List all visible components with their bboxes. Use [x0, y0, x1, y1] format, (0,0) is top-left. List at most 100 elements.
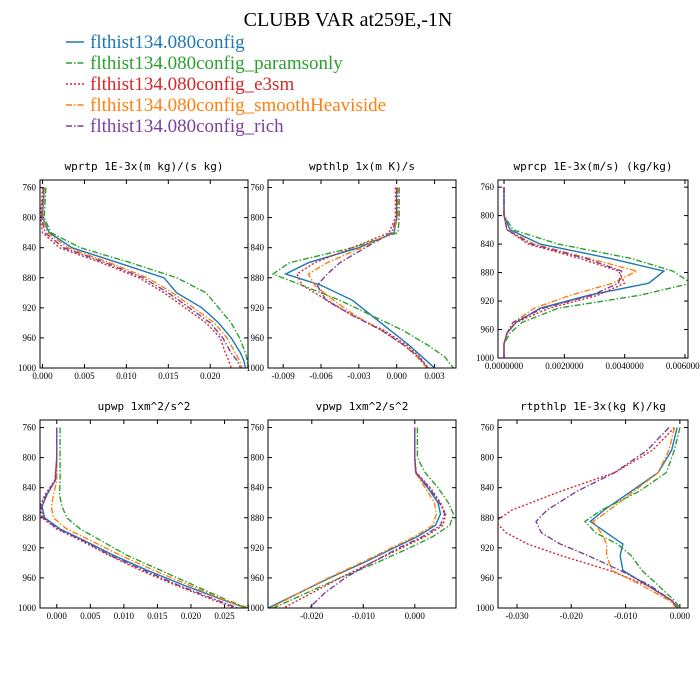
x-tick-label: 0.0060000: [666, 361, 700, 371]
y-tick-label: 840: [481, 483, 495, 493]
x-tick-label: 0.025: [214, 611, 235, 621]
y-tick-label: 920: [23, 543, 37, 553]
y-tick-label: 800: [251, 213, 265, 223]
series-line: [503, 187, 626, 358]
plot-frame: [497, 179, 689, 359]
series-line: [535, 427, 678, 608]
legend-entry: flthist134.080config_e3sm: [66, 74, 294, 95]
x-tick-label: -0.009: [272, 371, 296, 381]
y-tick-label: 840: [481, 239, 495, 249]
y-tick-label: 760: [23, 183, 37, 193]
panel: wprcp 1E-3x(m/s) (kg/kg) 760 800 840 880 920 9…: [476, 160, 700, 371]
y-tick-label: 800: [23, 453, 37, 463]
x-tick-label: 0.010: [114, 611, 135, 621]
legend: flthist134.080configflthist134.080config…: [66, 32, 386, 137]
y-tick-label: 880: [251, 513, 265, 523]
y-tick-label: 840: [251, 483, 265, 493]
panel-title: vpwp 1xm^2/s^2: [316, 400, 409, 413]
y-tick-label: 800: [481, 453, 495, 463]
y-tick-label: 1000: [18, 363, 37, 373]
y-tick-label: 840: [23, 483, 37, 493]
panel-title: wprtp 1E-3x(m kg)/(s kg): [65, 160, 224, 173]
y-tick-label: 760: [23, 423, 37, 433]
y-tick-label: 760: [481, 423, 495, 433]
y-tick-label: 1000: [246, 363, 265, 373]
series-line: [272, 427, 455, 608]
legend-label: flthist134.080config_paramsonly: [90, 53, 343, 74]
x-tick-label: 0.020: [181, 611, 202, 621]
y-tick-label: 1000: [18, 603, 37, 613]
y-tick-label: 960: [23, 573, 37, 583]
y-tick-label: 920: [481, 543, 495, 553]
y-tick-label: 960: [251, 573, 265, 583]
panel: vpwp 1xm^2/s^2 760 800 840 880 920 960 1000 -0.0…: [246, 400, 457, 621]
x-tick-label: -0.030: [505, 611, 529, 621]
y-tick-label: 880: [251, 273, 265, 283]
panel-title: rtpthlp 1E-3x(kg K)/kg: [520, 400, 666, 413]
panel-title: upwp 1xm^2/s^2: [98, 400, 191, 413]
x-tick-label: 0.020: [200, 371, 221, 381]
series-line: [283, 427, 447, 608]
plot-frame: [497, 419, 689, 609]
panel: upwp 1xm^2/s^2 760 800 840 880 920 960 1000 0.00…: [18, 400, 249, 621]
y-tick-label: 1000: [476, 603, 495, 613]
x-tick-label: 0.0040000: [606, 361, 645, 371]
series-line: [58, 427, 248, 608]
plot-frame: [267, 419, 457, 609]
panels: wprtp 1E-3x(m kg)/(s kg) 760 800 840 880 920 9…: [18, 160, 700, 621]
series-line: [270, 427, 438, 608]
series-line: [498, 427, 678, 608]
y-tick-label: 880: [481, 513, 495, 523]
y-tick-label: 880: [23, 513, 37, 523]
y-tick-label: 920: [251, 543, 265, 553]
x-tick-label: 0.010: [116, 371, 137, 381]
legend-label: flthist134.080config_rich: [90, 116, 284, 137]
series-line: [40, 187, 242, 368]
y-tick-label: 960: [481, 573, 495, 583]
panel-title: wprcp 1E-3x(m/s) (kg/kg): [514, 160, 673, 173]
plot-frame: [267, 179, 457, 369]
legend-label: flthist134.080config_smoothHeaviside: [90, 95, 386, 116]
series-line: [40, 187, 232, 368]
x-tick-label: 0.015: [147, 611, 168, 621]
y-tick-label: 800: [23, 213, 37, 223]
legend-entry: flthist134.080config_rich: [66, 116, 284, 137]
x-tick-label: 0.000: [405, 611, 426, 621]
panel: wpthlp 1x(m K)/s 760 800 840 880 920 960 1000 -0…: [246, 160, 457, 381]
y-tick-label: 960: [481, 325, 495, 335]
y-tick-label: 760: [481, 182, 495, 192]
x-tick-label: 0.005: [74, 371, 95, 381]
legend-label: flthist134.080config_e3sm: [90, 74, 294, 95]
series-line: [40, 427, 235, 608]
series-line: [43, 187, 248, 368]
x-tick-label: 0.0000000: [485, 361, 524, 371]
y-tick-label: 920: [23, 303, 37, 313]
y-tick-label: 880: [481, 268, 495, 278]
y-tick-label: 920: [251, 303, 265, 313]
x-tick-label: 0.000: [670, 611, 691, 621]
x-tick-label: 0.003: [424, 371, 445, 381]
x-tick-label: 0.000: [32, 371, 53, 381]
series-line: [40, 427, 239, 608]
x-tick-label: -0.020: [560, 611, 584, 621]
x-tick-label: -0.003: [347, 371, 371, 381]
x-tick-label: 0.0020000: [545, 361, 584, 371]
y-tick-label: 840: [23, 243, 37, 253]
series-line: [316, 187, 429, 368]
y-tick-label: 760: [251, 423, 265, 433]
plot-frame: [39, 179, 249, 369]
legend-entry: flthist134.080config: [66, 32, 245, 53]
x-tick-label: 0.000: [387, 371, 408, 381]
x-tick-label: -0.006: [309, 371, 333, 381]
legend-label: flthist134.080config: [90, 32, 245, 53]
y-tick-label: 840: [251, 243, 265, 253]
x-tick-label: 0.015: [158, 371, 179, 381]
x-tick-label: -0.010: [352, 611, 376, 621]
series-line: [583, 427, 681, 608]
y-tick-label: 920: [481, 296, 495, 306]
series-line: [41, 187, 247, 368]
panel-title: wpthlp 1x(m K)/s: [309, 160, 415, 173]
series-line: [50, 427, 245, 608]
x-tick-label: -0.020: [300, 611, 324, 621]
series-line: [503, 187, 666, 358]
